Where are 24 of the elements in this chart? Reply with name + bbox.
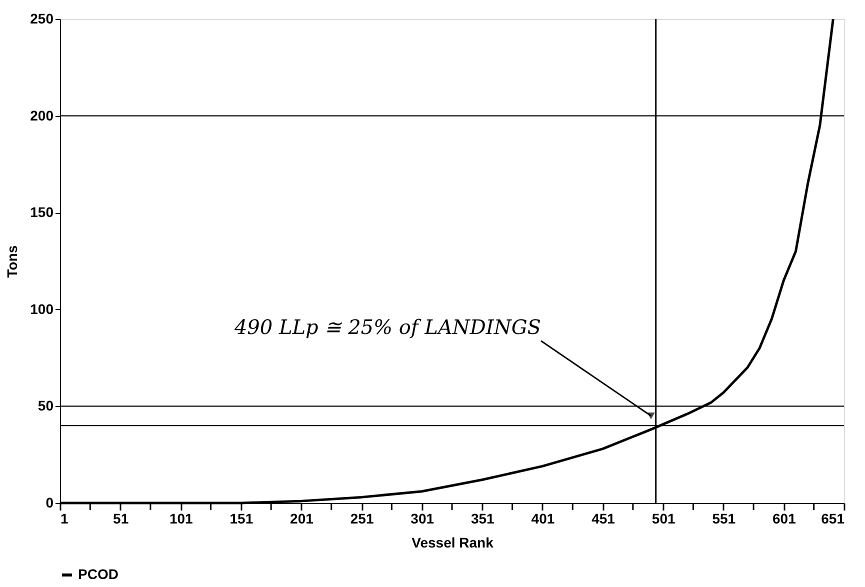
x-tick-label: 401 [531,510,555,526]
legend-label: PCOD [78,566,118,582]
x-tick-label: 151 [230,510,254,526]
x-tick-label: 51 [113,510,129,526]
x-tick-label: 351 [470,510,495,526]
x-tick-label: 451 [592,510,616,526]
x-tick-label: 651 [821,510,845,526]
y-axis-title: Tons [4,245,20,278]
y-tick-label: 150 [30,204,54,220]
annotation: 490 LLp ≅ 25% of LANDINGS [233,314,542,339]
x-tick-label: 551 [712,510,736,526]
x-tick-label: 251 [350,510,374,526]
x-axis-title: Vessel Rank [412,534,494,550]
y-tick-label: 50 [38,398,54,414]
x-tick-label: 201 [290,510,314,526]
y-tick-label: 0 [46,494,54,510]
x-tick-label: 301 [410,510,434,526]
x-tick-label: 501 [652,510,676,526]
x-tick-label: 601 [772,510,796,526]
y-tick-label: 200 [30,107,54,124]
y-tick-label: 250 [30,10,54,26]
x-tick-label: 101 [169,510,194,526]
y-tick-label: 100 [30,300,54,317]
x-tick-label: 1 [60,510,68,526]
